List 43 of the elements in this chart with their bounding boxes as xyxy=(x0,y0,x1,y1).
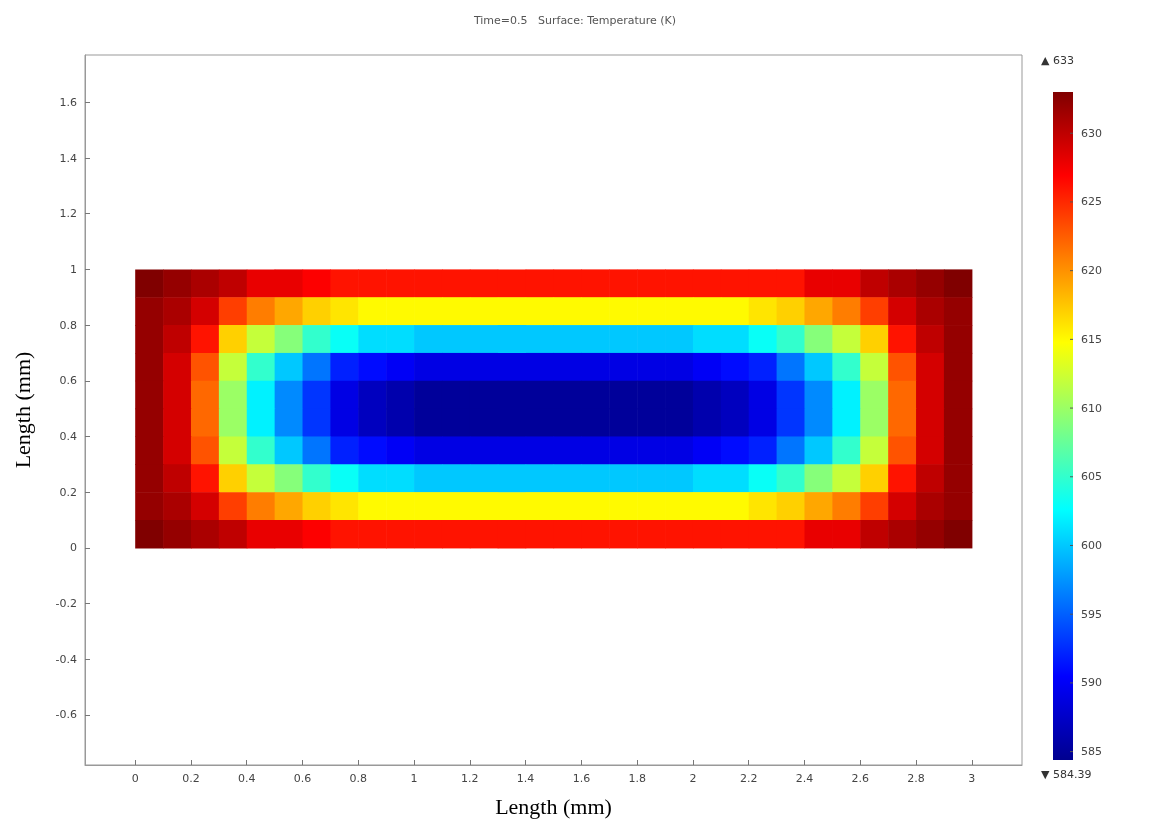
color-bar-label: 620 xyxy=(1081,264,1102,278)
x-tick-label: 2.2 xyxy=(739,772,758,785)
x-tick-label: 0 xyxy=(131,772,139,785)
chart-title: Time=0.5 Surface: Temperature (K) xyxy=(472,14,677,27)
x-tick-label: 1.2 xyxy=(461,772,479,785)
color-bar-label: 605 xyxy=(1081,470,1102,484)
y-tick-label: 0.6 xyxy=(59,374,77,388)
x-tick-label: 2.8 xyxy=(907,772,925,785)
color-bar-label: 630 xyxy=(1081,126,1102,140)
color-bar-label: 585 xyxy=(1081,745,1102,759)
color-bar-label: 625 xyxy=(1081,195,1102,209)
y-tick-label: 0 xyxy=(70,541,77,555)
color-bar-label: 615 xyxy=(1081,332,1102,346)
y-tick-label: -0.6 xyxy=(55,708,77,722)
y-tick-label: -0.2 xyxy=(55,597,77,611)
x-tick-label: 1.4 xyxy=(516,772,535,785)
y-tick-label: 1 xyxy=(70,262,77,276)
y-tick-label: 1.6 xyxy=(59,95,77,109)
y-axis-title: Length (mm) xyxy=(9,351,35,469)
x-tick-label: 0.4 xyxy=(237,772,256,785)
color-bar-label: 600 xyxy=(1081,538,1102,552)
y-tick-label: 0.4 xyxy=(59,429,77,443)
y-tick-label: 0.8 xyxy=(59,318,77,332)
text: ▼ 584.39 xyxy=(1041,767,1092,781)
y-tick-label: 1.4 xyxy=(59,151,77,165)
x-tick-label: 0.2 xyxy=(182,772,200,785)
x-tick-label: 3 xyxy=(968,772,976,785)
color-bar-label: 590 xyxy=(1081,676,1102,690)
x-tick-label: 2.6 xyxy=(851,772,870,785)
y-tick-label: -0.4 xyxy=(55,652,77,666)
x-axis-title: Length (mm) xyxy=(495,793,612,819)
x-tick-label: 2 xyxy=(689,772,697,785)
y-tick-label: 0.2 xyxy=(59,485,77,499)
x-tick-label: 1.8 xyxy=(628,772,646,785)
x-tick-label: 2.4 xyxy=(795,772,814,785)
color-bar-label: 610 xyxy=(1081,401,1102,415)
x-tick-label: 1.6 xyxy=(572,772,591,785)
x-tick-label: 0.8 xyxy=(349,772,368,785)
text: ▲ 633 xyxy=(1041,53,1074,67)
x-tick-label: 1 xyxy=(410,772,418,785)
x-tick-label: 0.6 xyxy=(293,772,312,785)
y-tick-label: 1.2 xyxy=(59,207,77,221)
color-bar-label: 595 xyxy=(1081,607,1102,621)
